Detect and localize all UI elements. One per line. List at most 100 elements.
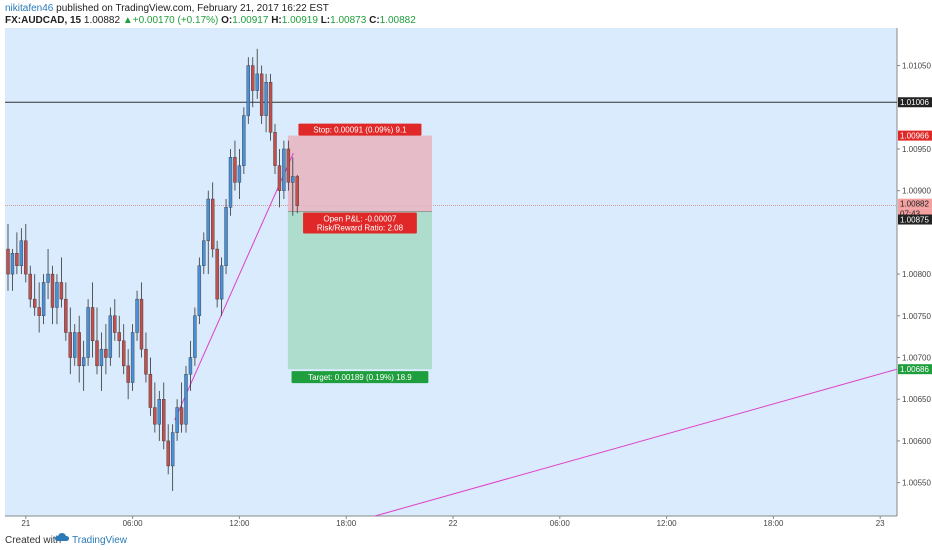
y-tick-label: 1.00700	[902, 354, 931, 363]
y-tick-label: 1.00650	[902, 395, 931, 404]
last-price: 1.00882	[83, 15, 121, 26]
candle	[259, 73, 264, 116]
x-tick-label: 23	[876, 519, 885, 528]
published-text: published on TradingView.com, February 2…	[56, 3, 329, 14]
candle	[291, 176, 295, 183]
high-label: H:	[271, 15, 282, 26]
axis-tag-target-bg	[898, 364, 932, 375]
symbol-label: FX:AUDCAD, 15	[5, 15, 82, 26]
target-zone[interactable]	[287, 211, 432, 370]
candle	[237, 165, 242, 183]
candle	[28, 273, 32, 300]
candle	[15, 253, 19, 266]
y-tick-label: 1.00800	[902, 270, 931, 279]
candle	[242, 115, 246, 166]
candle	[64, 298, 68, 333]
change-up-icon: ▲	[122, 15, 133, 26]
chart-header: nikitafen46 published on TradingView.com…	[0, 0, 932, 28]
candle	[139, 298, 144, 350]
candle	[268, 82, 273, 133]
candle	[157, 399, 162, 425]
axis-tag-stop-bg	[898, 130, 932, 141]
x-tick-label: 18:00	[336, 519, 357, 528]
candle	[10, 253, 15, 275]
candle	[77, 332, 81, 367]
candle	[113, 315, 117, 333]
time-axis[interactable]	[5, 516, 897, 530]
trend-line-long[interactable]	[374, 368, 898, 517]
candle	[126, 365, 130, 383]
candle	[81, 357, 86, 367]
low-label: L:	[320, 15, 331, 26]
candle	[246, 65, 251, 116]
candle	[255, 73, 259, 91]
target-label: Target: 0.00189 (0.19%) 18.9	[308, 373, 412, 382]
publish-info: nikitafen46 published on TradingView.com…	[5, 3, 329, 14]
candle	[41, 282, 46, 316]
candle	[282, 148, 286, 191]
axis-tag-hline: 1.01006	[900, 98, 929, 107]
x-tick-label: 12:00	[657, 519, 678, 528]
axis-tag-countdown: 07:43	[900, 210, 921, 219]
chart-canvas[interactable]: 1.01050 1.00950 1.00900 1.00800 1.00750 1.007…	[0, 0, 932, 530]
candle	[286, 148, 291, 183]
candle	[277, 165, 282, 191]
y-tick-label: 1.00750	[902, 312, 931, 321]
candle	[202, 240, 206, 266]
open-label: O:	[221, 15, 233, 26]
high-value: 1.00919	[281, 15, 318, 26]
x-tick-label: 06:00	[550, 519, 571, 528]
candle	[33, 298, 37, 308]
candle	[24, 240, 28, 275]
candle	[233, 157, 237, 183]
x-tick-label: 18:00	[763, 519, 784, 528]
x-tick-label: 06:00	[123, 519, 144, 528]
candle	[6, 248, 10, 275]
created-with-text: Created with	[5, 535, 62, 546]
y-tick-label: 1.00600	[902, 437, 931, 446]
candle	[121, 340, 126, 367]
candle	[264, 82, 268, 116]
candle	[193, 315, 197, 358]
candle	[273, 132, 277, 166]
candle	[228, 157, 233, 208]
footer: Created with TradingView	[0, 530, 932, 550]
x-tick-label: 22	[449, 519, 458, 528]
candle	[130, 332, 135, 383]
candle	[68, 332, 73, 358]
y-tick-label: 1.01050	[902, 62, 931, 71]
candle	[108, 315, 113, 358]
candle	[148, 373, 153, 408]
candle	[73, 332, 77, 358]
price-axis[interactable]	[897, 28, 932, 516]
candle	[219, 265, 224, 300]
candle	[144, 348, 148, 375]
axis-tag-target: 1.00686	[900, 365, 929, 374]
change-value: +0.00170 (+0.17%)	[132, 15, 219, 26]
axis-tag-hline-bg	[898, 97, 932, 108]
tradingview-cloud-icon	[55, 533, 69, 541]
tradingview-brand[interactable]: TradingView	[72, 535, 128, 546]
plot-area[interactable]	[5, 28, 897, 516]
axis-tag-countdown-bg	[898, 208, 932, 219]
pl-label: Risk/Reward Ratio: 2.08	[317, 224, 404, 233]
stop-zone[interactable]	[287, 135, 432, 212]
candle	[175, 407, 179, 433]
stop-label-box	[298, 123, 422, 136]
axis-tag-entry: 1.00875	[900, 216, 929, 225]
candle	[55, 282, 59, 308]
open-value: 1.00917	[232, 15, 269, 26]
author-link[interactable]: nikitafen46	[5, 3, 54, 14]
candle	[104, 348, 108, 358]
low-value: 1.00873	[330, 15, 367, 26]
candle	[184, 373, 188, 425]
trend-line[interactable]	[174, 152, 294, 421]
candle	[251, 65, 255, 91]
candle	[117, 332, 121, 342]
target-label-box	[291, 371, 429, 384]
candle	[197, 265, 202, 316]
candle	[224, 207, 228, 266]
candle	[46, 273, 50, 283]
axis-tag-stop: 1.00966	[900, 132, 929, 141]
candle	[153, 407, 157, 425]
